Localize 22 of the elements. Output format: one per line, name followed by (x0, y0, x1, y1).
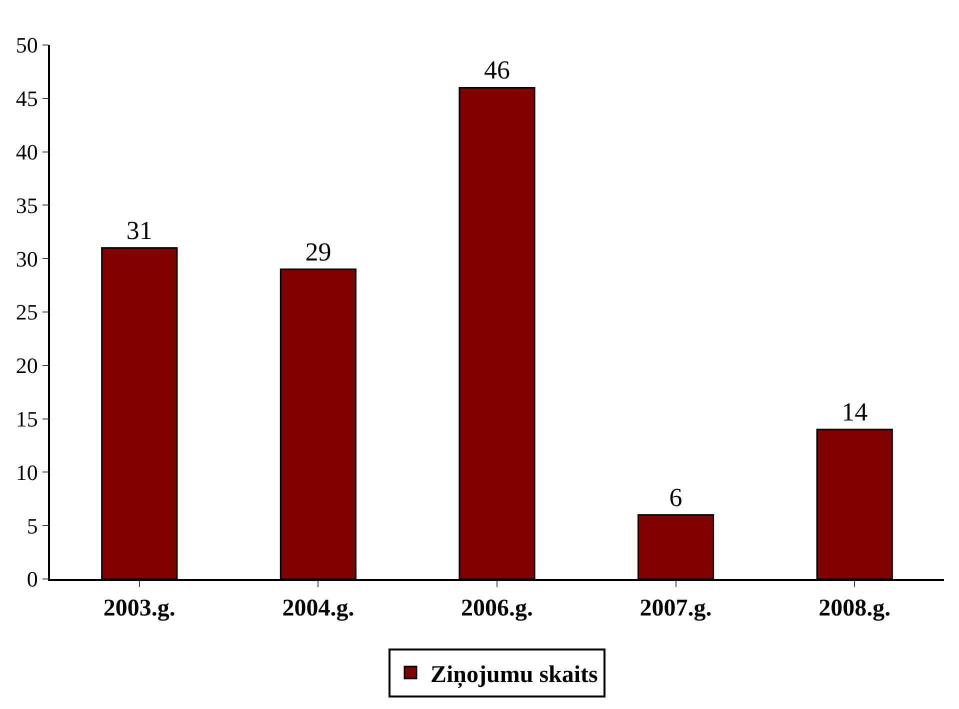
data-label: 46 (484, 56, 510, 85)
y-tick-label: 10 (16, 460, 38, 485)
y-tick-label: 5 (26, 513, 38, 538)
y-tick-label: 40 (16, 140, 38, 164)
y-tick-label: 35 (16, 192, 38, 218)
y-tick-label: 30 (16, 246, 38, 272)
data-label: 29 (305, 237, 332, 266)
x-tick-label: 2004.g. (282, 596, 354, 622)
y-tick-label: 45 (16, 86, 38, 112)
y-tick-label: 20 (16, 353, 38, 378)
x-tick-label: 2006.g. (461, 596, 533, 622)
x-tick-label: 2007.g. (640, 596, 712, 622)
y-tick-label: 25 (16, 300, 38, 325)
y-tick-label: 15 (16, 406, 38, 432)
x-tick-label: 2008.g. (818, 596, 891, 622)
data-label: 14 (842, 397, 868, 426)
x-tick-label: 2003.g. (103, 596, 176, 622)
y-tick-label: 0 (26, 566, 38, 592)
legend-label: Ziņojumu skaits (430, 662, 598, 689)
data-label: 31 (126, 216, 152, 245)
data-label: 6 (669, 482, 682, 512)
y-tick-label: 50 (16, 32, 38, 58)
